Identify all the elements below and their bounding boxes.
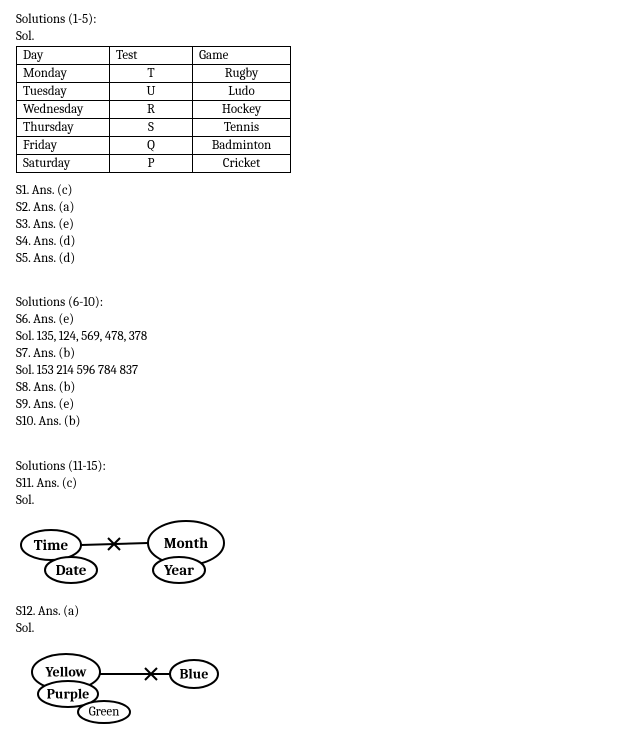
venn-diagram-svg: Yellow Purple Green Blue: [16, 644, 236, 729]
table-cell: S: [110, 119, 193, 137]
table-cell: Cricket: [193, 155, 291, 173]
s11-diagram: Time Date Month Year: [16, 515, 625, 590]
section2-title: Solutions (6-10):: [16, 295, 625, 310]
diagram-node-label: Green: [89, 705, 120, 720]
table-cell: P: [110, 155, 193, 173]
table-cell: Rugby: [193, 65, 291, 83]
answer-line: S5. Ans. (d): [16, 251, 625, 268]
section3-title: Solutions (11-15):: [16, 459, 625, 474]
s12-sol-label: Sol.: [16, 621, 625, 638]
section1-sol-label: Sol.: [16, 29, 625, 44]
schedule-table: DayTestGameMondayTRugbyTuesdayULudoWedne…: [16, 46, 291, 173]
diagram-node-label: Time: [34, 536, 69, 554]
table-cell: Tennis: [193, 119, 291, 137]
diagram-node-label: Blue: [180, 666, 209, 683]
section1-answers: S1. Ans. (c)S2. Ans. (a)S3. Ans. (e)S4. …: [16, 183, 625, 267]
table-header-cell: Game: [193, 47, 291, 65]
table-cell: Friday: [17, 137, 110, 155]
diagram-node-label: Yellow: [45, 664, 87, 681]
table-cell: Ludo: [193, 83, 291, 101]
table-row: MondayTRugby: [17, 65, 291, 83]
answer-line: S8. Ans. (b): [16, 380, 625, 397]
table-cell: T: [110, 65, 193, 83]
answer-line: S7. Ans. (b): [16, 346, 625, 363]
table-header-cell: Day: [17, 47, 110, 65]
diagram-node-label: Month: [164, 534, 208, 552]
diagram-node-label: Date: [56, 561, 87, 579]
diagram-node-label: Purple: [47, 686, 90, 703]
diagram-node-label: Year: [163, 561, 194, 579]
s12-diagram: Yellow Purple Green Blue: [16, 644, 625, 729]
answer-line: Sol. 135, 124, 569, 478, 378: [16, 329, 625, 346]
table-row: ThursdaySTennis: [17, 119, 291, 137]
answer-line: S4. Ans. (d): [16, 234, 625, 251]
table-cell: Saturday: [17, 155, 110, 173]
s12-answer: S12. Ans. (a): [16, 604, 625, 621]
table-cell: R: [110, 101, 193, 119]
table-row: FridayQBadminton: [17, 137, 291, 155]
table-cell: Tuesday: [17, 83, 110, 101]
table-cell: U: [110, 83, 193, 101]
table-row: TuesdayULudo: [17, 83, 291, 101]
answer-line: S10. Ans. (b): [16, 414, 625, 431]
answer-line: S1. Ans. (c): [16, 183, 625, 200]
table-row: SaturdayPCricket: [17, 155, 291, 173]
table-row: WednesdayRHockey: [17, 101, 291, 119]
answer-line: Sol. 153 214 596 784 837: [16, 363, 625, 380]
table-header-cell: Test: [110, 47, 193, 65]
table-cell: Monday: [17, 65, 110, 83]
table-cell: Wednesday: [17, 101, 110, 119]
table-cell: Hockey: [193, 101, 291, 119]
section2-lines: S6. Ans. (e)Sol. 135, 124, 569, 478, 378…: [16, 312, 625, 430]
venn-diagram-svg: Time Date Month Year: [16, 515, 236, 590]
section1-title: Solutions (1-5):: [16, 12, 625, 27]
table-cell: Badminton: [193, 137, 291, 155]
table-cell: Thursday: [17, 119, 110, 137]
answer-line: S9. Ans. (e): [16, 397, 625, 414]
answer-line: S2. Ans. (a): [16, 200, 625, 217]
s11-answer: S11. Ans. (c): [16, 476, 625, 493]
answer-line: S3. Ans. (e): [16, 217, 625, 234]
s11-sol-label: Sol.: [16, 493, 625, 510]
table-cell: Q: [110, 137, 193, 155]
answer-line: S6. Ans. (e): [16, 312, 625, 329]
